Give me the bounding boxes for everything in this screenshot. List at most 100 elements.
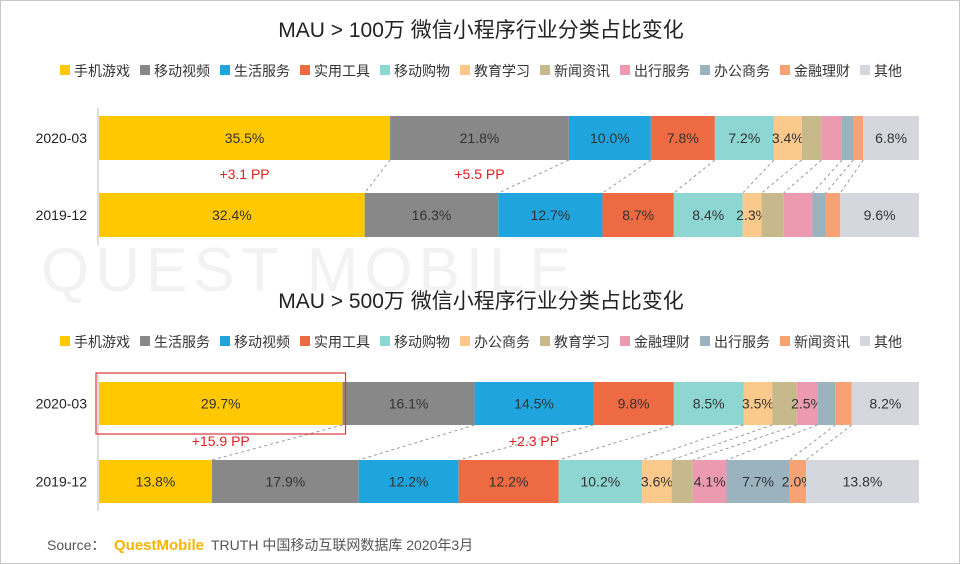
bar-segment bbox=[835, 382, 852, 425]
legend-label: 出行服务 bbox=[634, 63, 690, 79]
legend-swatch bbox=[700, 65, 710, 75]
data-label: 13.8% bbox=[136, 474, 176, 490]
source-brand: QuestMobile bbox=[114, 537, 204, 554]
connectors bbox=[211, 424, 853, 461]
connector-line bbox=[726, 424, 818, 461]
bar-segment bbox=[498, 193, 603, 237]
bar-segment bbox=[558, 460, 643, 503]
bar-row-2019-12: 13.8% 17.9% 12.2% 12.2% 10.2% 3.6% 4.1% 7.7% 2.0… bbox=[99, 460, 919, 503]
bar-segment bbox=[742, 193, 762, 237]
data-label: 14.5% bbox=[514, 396, 554, 412]
bar-segment bbox=[692, 460, 727, 503]
legend-swatch bbox=[380, 336, 390, 346]
data-label: 4.1% bbox=[694, 474, 726, 490]
bar-row-2020-03: 29.7% 16.1% 14.5% 9.8% 8.5% 3.5% 2.5% 8.2% bbox=[99, 382, 919, 425]
data-label: 10.0% bbox=[590, 130, 630, 146]
bar-row-2019-12: 32.4% 16.3% 12.7% 8.7% 8.4% 2.3% 9.6% bbox=[99, 193, 919, 237]
bar-segment bbox=[650, 116, 715, 160]
data-label: 8.7% bbox=[622, 207, 654, 223]
data-label: 3.5% bbox=[742, 396, 774, 412]
bar-segment bbox=[642, 460, 672, 503]
legend-label: 新闻资讯 bbox=[554, 63, 610, 79]
data-label: 7.8% bbox=[667, 130, 699, 146]
legend-swatch bbox=[460, 65, 470, 75]
bar-segment bbox=[99, 116, 391, 160]
bar-segment bbox=[726, 460, 790, 503]
annotation: +3.1 PP bbox=[219, 166, 269, 182]
legend: 手机游戏 移动视频 生活服务 实用工具 移动购物 教育学习 新闻资讯 出行服务 办公商务 金融理财… bbox=[60, 63, 902, 79]
bar-segment bbox=[853, 116, 864, 160]
data-label: 8.5% bbox=[693, 396, 725, 412]
chart-title: MAU > 100万 微信小程序行业分类占比变化 bbox=[278, 19, 683, 42]
bar-segment bbox=[458, 460, 559, 503]
data-label: 16.3% bbox=[412, 207, 452, 223]
legend-swatch bbox=[60, 65, 70, 75]
legend-swatch bbox=[460, 336, 470, 346]
legend-label: 移动购物 bbox=[394, 63, 450, 79]
bar-segment bbox=[212, 460, 359, 503]
category-label: 2020-03 bbox=[36, 396, 88, 412]
data-label: 13.8% bbox=[843, 474, 883, 490]
legend-swatch bbox=[220, 65, 230, 75]
bar-segment bbox=[743, 382, 773, 425]
bar-segment bbox=[825, 193, 841, 237]
chart-title: MAU > 500万 微信小程序行业分类占比变化 bbox=[278, 290, 683, 313]
legend-swatch bbox=[540, 65, 550, 75]
bar-segment bbox=[593, 382, 674, 425]
legend-swatch bbox=[300, 336, 310, 346]
legend-swatch bbox=[620, 336, 630, 346]
legend-label: 办公商务 bbox=[474, 334, 530, 350]
legend-swatch bbox=[860, 65, 870, 75]
bar-segment bbox=[851, 382, 919, 425]
connector-line bbox=[692, 424, 797, 461]
legend-label: 金融理财 bbox=[794, 63, 850, 79]
legend-swatch bbox=[220, 336, 230, 346]
annotation: +2.3 PP bbox=[509, 433, 559, 449]
bar-row-2020-03: 35.5% 21.8% 10.0% 7.8% 7.2% 3.4% 6.8% bbox=[99, 116, 919, 160]
bar-segment bbox=[789, 460, 806, 503]
data-label: 21.8% bbox=[460, 130, 500, 146]
connectors bbox=[364, 159, 864, 194]
bar-segment bbox=[840, 193, 919, 237]
data-label: 12.2% bbox=[489, 474, 529, 490]
connector-line bbox=[364, 159, 391, 194]
legend-swatch bbox=[60, 336, 70, 346]
bar-segment bbox=[841, 116, 854, 160]
legend-label: 办公商务 bbox=[714, 63, 770, 79]
source-prefix: Source： bbox=[47, 537, 105, 553]
data-label: 32.4% bbox=[212, 207, 252, 223]
connector-line bbox=[673, 159, 716, 194]
legend-swatch bbox=[140, 336, 150, 346]
bar-segment bbox=[773, 116, 802, 160]
connector-line bbox=[839, 159, 864, 194]
bar-segment bbox=[602, 193, 674, 237]
bar-segment bbox=[364, 193, 499, 237]
bar-segment bbox=[801, 116, 822, 160]
connector-line bbox=[641, 424, 744, 461]
data-label: 10.2% bbox=[580, 474, 620, 490]
legend-swatch bbox=[620, 65, 630, 75]
bar-segment bbox=[568, 116, 651, 160]
legend-label: 移动视频 bbox=[154, 63, 210, 79]
bar-segment bbox=[671, 460, 693, 503]
bar-segment bbox=[714, 116, 774, 160]
legend: 手机游戏 生活服务 移动视频 实用工具 移动购物 办公商务 教育学习 金融理财 出行服务 新闻资讯… bbox=[60, 334, 902, 350]
bar-segment bbox=[783, 193, 813, 237]
legend-swatch bbox=[140, 65, 150, 75]
bar-segment bbox=[474, 382, 594, 425]
legend-label: 移动购物 bbox=[394, 334, 450, 350]
legend-label: 实用工具 bbox=[314, 334, 370, 350]
bar-segment bbox=[821, 116, 842, 160]
bar-segment bbox=[772, 382, 797, 425]
annotation: +15.9 PP bbox=[192, 433, 250, 449]
bar-segment bbox=[796, 382, 818, 425]
source-line: Source： QuestMobile TRUTH 中国移动互联网数据库 202… bbox=[47, 537, 473, 554]
data-label: 2.3% bbox=[736, 207, 768, 223]
data-label: 16.1% bbox=[389, 396, 429, 412]
data-label: 2.0% bbox=[782, 474, 814, 490]
